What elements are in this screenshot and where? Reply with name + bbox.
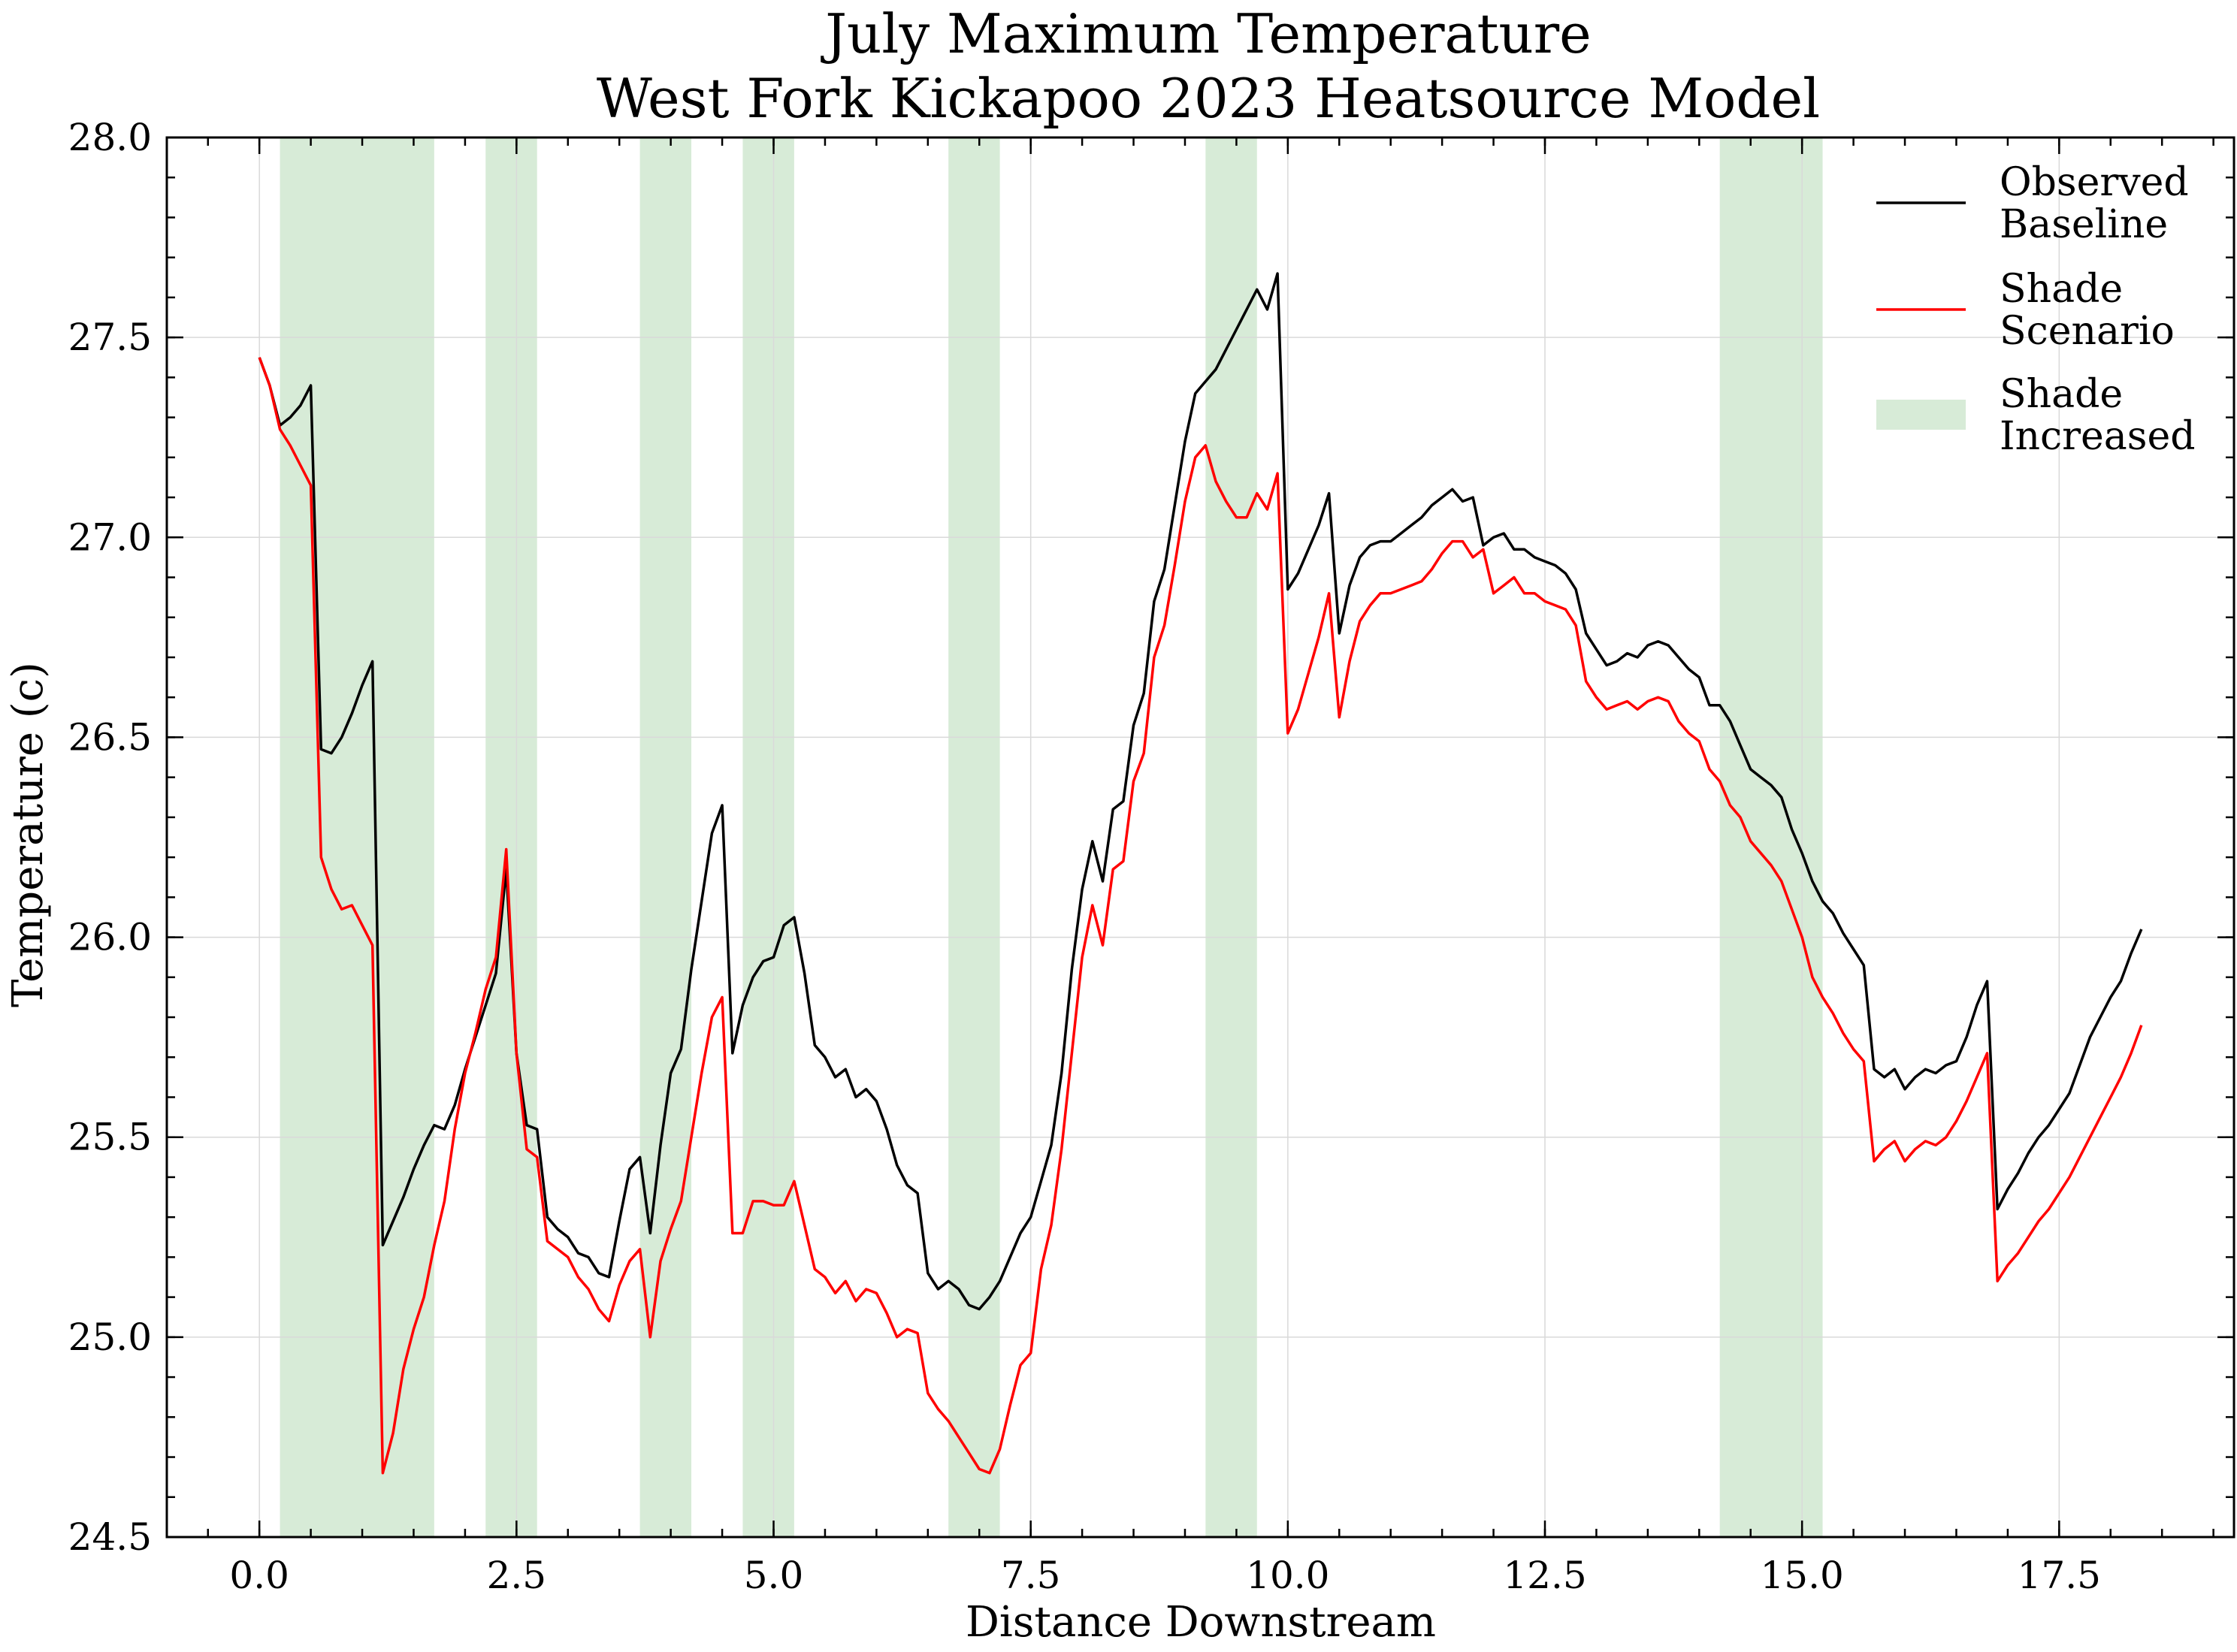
x-tick-label-8: 17.5 [2018,1554,2101,1597]
shade-region-7 [1719,137,1823,1537]
x-tick-label-2: 2.5 [487,1554,547,1597]
x-tick-label-5: 10.0 [1246,1554,1329,1597]
grid-lines [167,137,2234,1538]
shade-region-4 [742,137,794,1537]
legend-label-1-2: Baseline [2000,202,2168,247]
shade-region-6 [1205,137,1257,1537]
series-line-1 [258,272,2143,1311]
x-tick-label-1: 0.0 [229,1554,289,1597]
x-tick-label-4: 7.5 [1001,1554,1061,1597]
shade-region-1 [280,137,434,1537]
x-tick-label-6: 12.5 [1503,1554,1586,1597]
legend-label-3-1: Shade [2000,372,2123,417]
shade-region-2 [485,137,537,1537]
y-tick-label-5: 26.5 [68,715,152,759]
y-tick-label-8: 28.0 [68,116,152,159]
chart-subtitle: West Fork Kickapoo 2023 Heatsource Model [597,67,1820,130]
chart-title: July Maximum Temperature [820,2,1592,65]
x-tick-label-3: 5.0 [744,1554,804,1597]
x-tick-labels: 0.0 2.5 5.0 7.5 10.0 12.5 15.0 17.5 [229,1554,2101,1597]
legend-label-1-1: Observed [2000,160,2189,205]
shade-region-5 [948,137,1000,1537]
y-tick-label-6: 27.0 [68,515,152,559]
y-tick-label-7: 27.5 [68,316,152,359]
y-tick-label-2: 25.0 [68,1315,152,1359]
y-axis-label: Temperature (c) [4,662,53,1007]
legend-patch-3 [1876,400,1966,430]
shade-regions [280,137,1823,1537]
series-lines [258,272,2143,1475]
y-tick-label-4: 26.0 [68,916,152,959]
x-axis-label: Distance Downstream [966,1598,1436,1647]
shade-region-3 [639,137,692,1537]
x-tick-label-7: 15.0 [1761,1554,1844,1597]
y-tick-label-3: 25.5 [68,1116,152,1159]
series-line-2 [258,357,2143,1475]
axis-ticks [167,136,2234,1539]
legend-label-3-2: Increased [2000,414,2196,459]
legend-label-2-1: Shade [2000,267,2123,312]
y-tick-label-1: 24.5 [68,1515,152,1559]
legend-label-2-2: Scenario [2000,309,2175,354]
plot-frame [165,136,2235,1539]
y-tick-labels: 24.5 25.0 25.5 26.0 26.5 27.0 27.5 28.0 [68,116,152,1559]
legend: ObservedBaselineShadeScenarioShadeIncrea… [1876,160,2196,459]
